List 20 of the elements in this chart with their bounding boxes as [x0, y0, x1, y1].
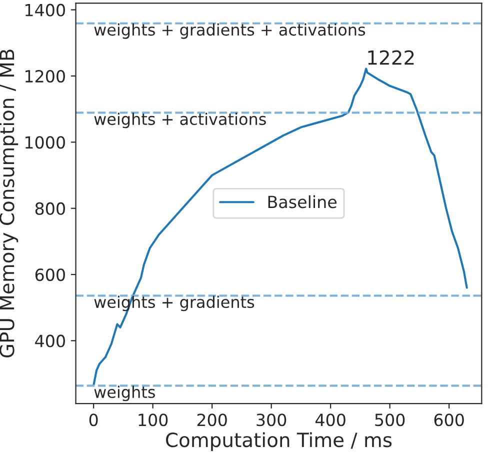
y-tick-label: 1000	[25, 136, 65, 149]
ref-line-label: weights + gradients + activations	[94, 23, 366, 39]
annotation: 1222	[368, 50, 414, 65]
x-tick-label: 0	[89, 414, 98, 426]
x-tick-label: 300	[256, 414, 286, 426]
line-series	[92, 68, 468, 386]
y-tick-label: 800	[35, 202, 65, 215]
x-tick-label: 500	[375, 414, 405, 426]
y-tick-label: 1400	[25, 4, 65, 16]
x-tick-label: 600	[434, 414, 464, 426]
ref-line-label: weights	[94, 386, 155, 402]
y-tick-label: 600	[35, 268, 65, 282]
x-tick-label: 100	[138, 414, 168, 426]
ref-line-label: weights + activations	[94, 112, 266, 128]
x-tick-label: 200	[197, 414, 227, 426]
y-tick-label: 400	[35, 334, 65, 348]
y-tick-label: 1200	[25, 70, 65, 83]
x-axis-title: Computation Time / ms	[166, 432, 392, 452]
x-tick-label: 400	[315, 414, 346, 426]
legend-label: Baseline	[268, 195, 337, 208]
